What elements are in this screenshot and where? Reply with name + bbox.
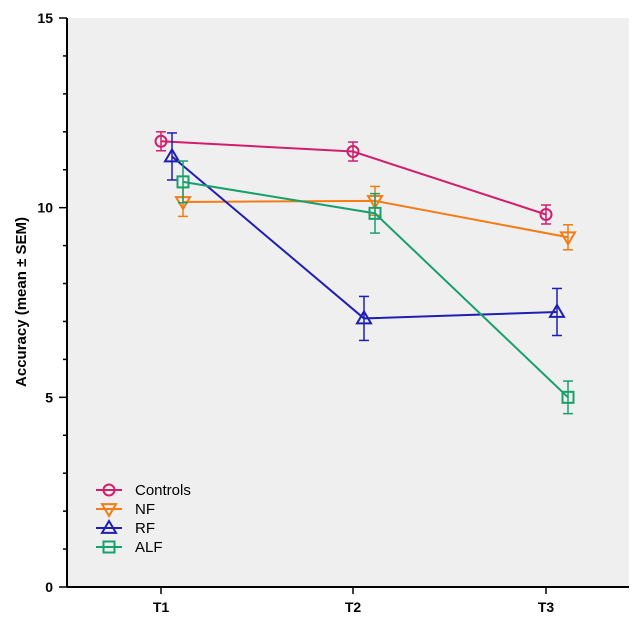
series-alf — [176, 160, 575, 415]
series-controls — [154, 131, 553, 225]
legend-label: ALF — [135, 539, 163, 556]
error-bar — [167, 132, 177, 181]
legend: Controls NF RF ALF — [96, 482, 191, 556]
x-tick-label: T3 — [538, 599, 555, 615]
data-point — [176, 175, 190, 189]
legend-marker — [100, 503, 118, 518]
legend-item-nf: NF — [96, 501, 155, 518]
data-point — [539, 207, 553, 221]
legend-marker — [102, 540, 116, 554]
x-tick-label: T1 — [153, 599, 170, 615]
data-point — [548, 303, 566, 318]
y-tick-label: 0 — [45, 579, 53, 595]
y-axis-title: Accuracy (mean ± SEM) — [13, 217, 30, 387]
data-point — [346, 145, 360, 159]
legend-item-controls: Controls — [96, 482, 191, 499]
legend-label: Controls — [135, 482, 191, 499]
plot-area-background — [67, 18, 629, 587]
legend-item-alf: ALF — [96, 539, 163, 556]
data-point — [368, 206, 382, 220]
error-bar — [359, 295, 369, 342]
series-rf — [163, 132, 566, 342]
data-point — [561, 390, 575, 404]
data-point — [154, 134, 168, 148]
legend-marker — [102, 483, 116, 497]
legend-label: NF — [135, 501, 155, 518]
y-tick-label: 5 — [45, 389, 53, 405]
y-tick-label: 15 — [37, 10, 53, 26]
error-bar — [370, 192, 380, 234]
data-point — [163, 147, 181, 163]
data-point — [559, 231, 577, 247]
x-tick-label: T2 — [345, 599, 362, 615]
data-point — [355, 309, 373, 325]
error-bar — [178, 160, 188, 204]
legend-label: RF — [135, 520, 155, 537]
legend-marker — [100, 519, 118, 534]
axes: 0 5 10 15 T1 T2 T3 — [37, 10, 629, 615]
error-bar — [563, 380, 573, 415]
series-layer — [154, 131, 577, 415]
y-tick-label: 10 — [37, 200, 53, 216]
legend-item-rf: RF — [96, 519, 155, 537]
error-bar — [552, 287, 562, 337]
